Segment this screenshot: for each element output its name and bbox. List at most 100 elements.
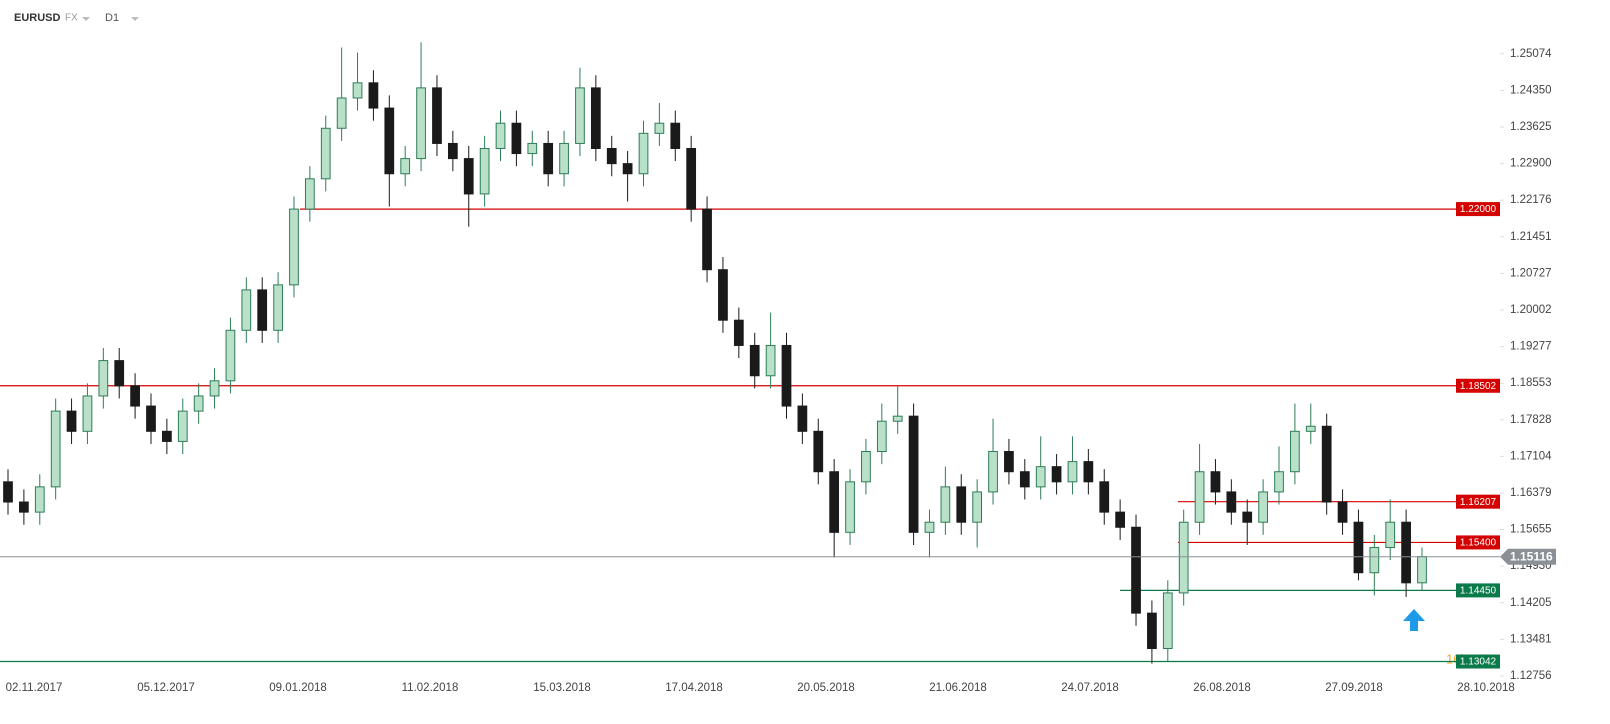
candle-body bbox=[193, 395, 204, 412]
last-price-label: 1.15116 bbox=[1510, 549, 1553, 563]
x-tick-label: 26.08.2018 bbox=[1193, 682, 1251, 694]
candle-body bbox=[3, 481, 13, 503]
candle-body bbox=[686, 147, 697, 210]
y-tick-label: 1.19277 bbox=[1510, 341, 1552, 353]
candle-body bbox=[146, 405, 156, 432]
candle-body bbox=[273, 284, 283, 331]
timeframe[interactable]: D1 bbox=[105, 12, 119, 24]
candle-body bbox=[622, 163, 633, 175]
candle-body bbox=[114, 360, 125, 387]
candle-body bbox=[749, 344, 760, 377]
x-tick-label: 11.02.2018 bbox=[402, 682, 459, 694]
candle-body bbox=[1019, 471, 1030, 488]
candle-body bbox=[988, 451, 998, 493]
candle-body bbox=[924, 521, 935, 533]
y-tick-label: 1.20727 bbox=[1510, 267, 1552, 279]
y-tick-label: 1.21451 bbox=[1510, 231, 1552, 243]
candle-body bbox=[1385, 521, 1396, 548]
candle-body bbox=[527, 142, 538, 155]
candle-body bbox=[352, 82, 363, 99]
x-tick-label: 17.04.2018 bbox=[665, 682, 723, 694]
candle-body bbox=[861, 451, 871, 483]
candle-body bbox=[892, 415, 903, 422]
candle-body bbox=[50, 410, 61, 488]
candle-body bbox=[1353, 521, 1364, 574]
x-tick-label: 24.07.2018 bbox=[1061, 682, 1119, 694]
candle-body bbox=[479, 147, 490, 195]
level-label: 1.18502 bbox=[1460, 381, 1497, 392]
y-tick-label: 1.17104 bbox=[1510, 450, 1552, 462]
candle-body bbox=[606, 147, 617, 165]
symbol[interactable]: EURUSD bbox=[14, 12, 61, 24]
y-tick-label: 1.20002 bbox=[1510, 304, 1552, 316]
candle-body bbox=[511, 122, 522, 155]
candle-body bbox=[1337, 501, 1348, 523]
candle-body bbox=[463, 158, 474, 195]
candle-body bbox=[1035, 466, 1046, 488]
level-tag bbox=[1456, 494, 1500, 509]
level-label: 1.15400 bbox=[1460, 538, 1497, 549]
candle-body bbox=[1274, 471, 1284, 493]
market[interactable]: FX bbox=[65, 13, 78, 24]
candle-body bbox=[908, 415, 919, 533]
candle-body bbox=[559, 142, 569, 175]
x-tick-label: 28.10.2018 bbox=[1457, 682, 1515, 694]
candle-body bbox=[82, 395, 93, 432]
y-tick-label: 1.15655 bbox=[1510, 524, 1552, 536]
y-tick-label: 1.18553 bbox=[1510, 377, 1552, 389]
candle-body bbox=[781, 344, 792, 407]
x-tick-label: 27.09.2018 bbox=[1325, 682, 1383, 694]
candle-body bbox=[765, 344, 776, 377]
candle-body bbox=[733, 319, 744, 346]
level-tag bbox=[1456, 378, 1500, 393]
candle-body bbox=[829, 471, 840, 533]
candle-body bbox=[400, 158, 411, 175]
candle-body bbox=[384, 107, 395, 175]
candle-body bbox=[447, 142, 458, 160]
candle-body bbox=[940, 486, 951, 523]
y-tick-label: 1.22900 bbox=[1510, 158, 1552, 170]
level-label: 1.22000 bbox=[1460, 204, 1497, 215]
candle-body bbox=[257, 289, 268, 331]
y-tick-label: 1.24350 bbox=[1510, 84, 1552, 96]
y-tick-label: 1.25074 bbox=[1510, 48, 1552, 60]
candle-body bbox=[1099, 481, 1110, 513]
candle-body bbox=[34, 486, 45, 513]
candle-body bbox=[495, 122, 506, 149]
candle-body bbox=[702, 208, 712, 271]
candle-body bbox=[1194, 471, 1205, 523]
last-price-tag bbox=[1500, 548, 1556, 565]
dropdown-icon[interactable] bbox=[131, 17, 139, 21]
candle-body bbox=[19, 501, 29, 513]
candle-body bbox=[1115, 511, 1126, 528]
level-label: 1.14450 bbox=[1460, 586, 1497, 597]
level-tag bbox=[1456, 535, 1500, 550]
candle-body bbox=[1004, 451, 1014, 473]
candle-body bbox=[1178, 521, 1189, 594]
candle-body bbox=[66, 410, 77, 432]
candle-body bbox=[416, 87, 426, 160]
candle-body bbox=[162, 430, 172, 442]
candle-body bbox=[336, 97, 347, 129]
candle-body bbox=[1290, 430, 1300, 473]
candle-body bbox=[1321, 425, 1332, 503]
x-tick-label: 09.01.2018 bbox=[269, 682, 327, 694]
candle-body bbox=[797, 405, 808, 432]
candle-body bbox=[1067, 461, 1078, 483]
y-tick-label: 1.22176 bbox=[1510, 194, 1552, 206]
candle-body bbox=[1305, 425, 1316, 432]
candle-body bbox=[368, 82, 379, 109]
candle-body bbox=[1051, 466, 1062, 483]
level-tag bbox=[1456, 202, 1500, 217]
candle-body bbox=[575, 87, 585, 144]
candle-body bbox=[304, 178, 315, 210]
dropdown-icon[interactable] bbox=[82, 17, 90, 21]
candle-body bbox=[590, 87, 601, 149]
candle-body bbox=[177, 410, 188, 442]
level-tag bbox=[1456, 654, 1500, 669]
candle-body bbox=[654, 122, 665, 134]
y-tick-label: 1.23625 bbox=[1510, 121, 1552, 133]
candle-body bbox=[1242, 511, 1253, 523]
